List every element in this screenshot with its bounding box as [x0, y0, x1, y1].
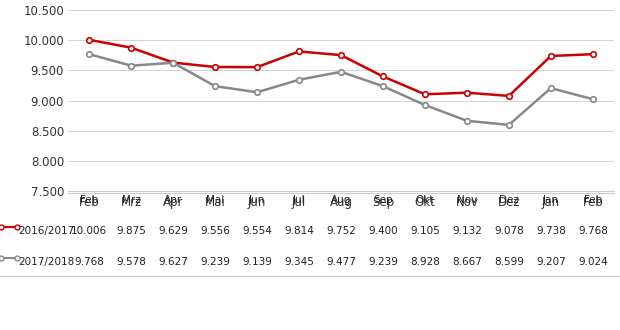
Text: Dez: Dez	[499, 195, 519, 205]
Text: 2016/2017: 2016/2017	[18, 226, 74, 236]
Text: Feb: Feb	[80, 195, 99, 205]
Text: 9.400: 9.400	[368, 226, 398, 236]
Text: 8.928: 8.928	[410, 257, 440, 267]
Text: 9.738: 9.738	[536, 226, 566, 236]
Text: Mrz: Mrz	[122, 195, 141, 205]
Text: 9.239: 9.239	[200, 257, 230, 267]
Text: Jan: Jan	[543, 195, 559, 205]
Text: 9.629: 9.629	[158, 226, 188, 236]
Text: Okt: Okt	[415, 195, 434, 205]
Text: 9.078: 9.078	[494, 226, 524, 236]
Text: 9.768: 9.768	[74, 257, 104, 267]
Text: 8.667: 8.667	[452, 257, 482, 267]
Text: 9.139: 9.139	[242, 257, 272, 267]
Text: 9.024: 9.024	[578, 257, 608, 267]
Text: 2017/2018: 2017/2018	[18, 257, 74, 267]
Text: Aug: Aug	[331, 195, 351, 205]
Text: Sep: Sep	[373, 195, 393, 205]
Text: 9.752: 9.752	[326, 226, 356, 236]
Text: 9.814: 9.814	[284, 226, 314, 236]
Text: 10.006: 10.006	[71, 226, 107, 236]
Text: 9.345: 9.345	[284, 257, 314, 267]
Text: 9.105: 9.105	[410, 226, 440, 236]
Text: 9.627: 9.627	[158, 257, 188, 267]
Text: 9.875: 9.875	[116, 226, 146, 236]
Text: 9.578: 9.578	[116, 257, 146, 267]
Text: 9.477: 9.477	[326, 257, 356, 267]
Text: 9.239: 9.239	[368, 257, 398, 267]
Text: Nov: Nov	[457, 195, 477, 205]
Text: Feb: Feb	[583, 195, 602, 205]
Text: 9.556: 9.556	[200, 226, 230, 236]
Text: 8.599: 8.599	[494, 257, 524, 267]
Text: Jun: Jun	[249, 195, 265, 205]
Text: 9.554: 9.554	[242, 226, 272, 236]
Text: 9.768: 9.768	[578, 226, 608, 236]
Text: Apr: Apr	[164, 195, 182, 205]
Text: 9.132: 9.132	[452, 226, 482, 236]
Text: Mai: Mai	[206, 195, 224, 205]
Text: 9.207: 9.207	[536, 257, 565, 267]
Text: Jul: Jul	[293, 195, 305, 205]
